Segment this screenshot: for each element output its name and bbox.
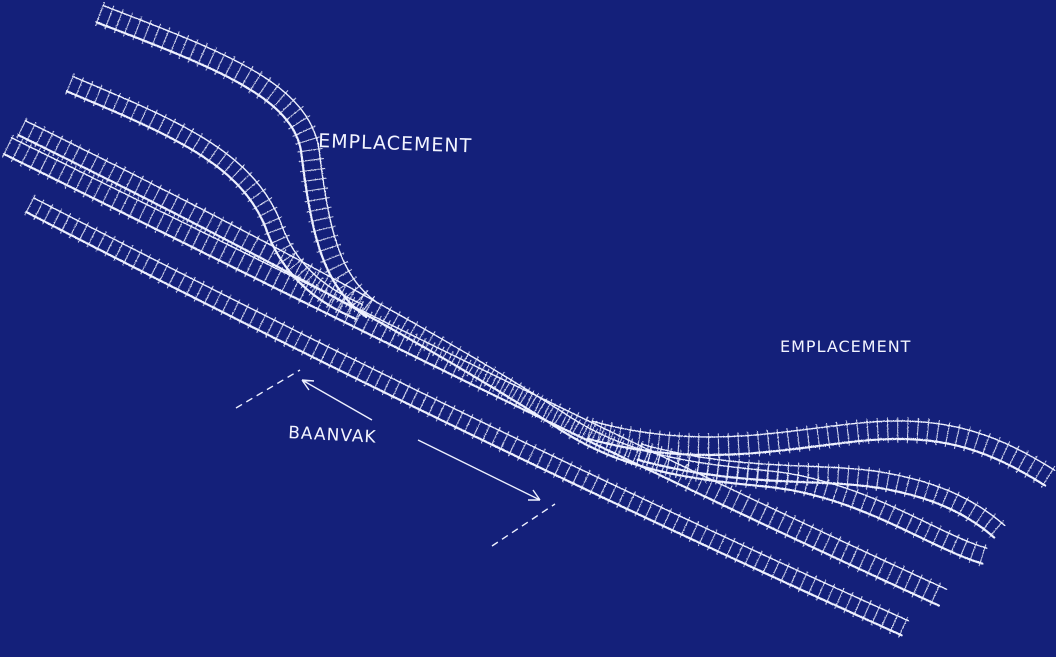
track-yard-top-1 [95,2,378,318]
track-main-2 [24,194,909,638]
label-baanvak: BAANVAK [288,423,377,448]
track-yard-top-2 [65,73,364,323]
rail-line [24,120,988,549]
sleepers [24,194,909,638]
arrow-right-icon [417,439,541,501]
rail-line [2,153,940,607]
dimension-tick-right [491,503,556,547]
sleepers [2,134,942,606]
rail-line [636,458,996,539]
rail-line [591,420,1056,471]
baanvak-dimension [235,369,556,547]
track-through [16,117,988,567]
rail-line [95,21,368,318]
sleepers [586,417,1056,488]
rail-line [641,443,1006,527]
rail-line [25,211,903,637]
track-yard-right-1 [586,417,1056,488]
sleepers [636,440,1004,538]
rail-line [33,197,909,622]
rail-line [586,437,1047,487]
rail-line [102,4,378,303]
arrow-left-icon [301,379,373,421]
label-emplacement-right: EMPLACEMENT [780,337,911,356]
dimension-tick-left [235,369,301,409]
track-main-1 [2,134,948,607]
rail-line [11,137,948,590]
label-emplacement-top: EMPLACEMENT [318,130,473,157]
sleepers [65,73,364,323]
rail-line [17,134,984,565]
track-yard-right-2 [636,440,1006,539]
sleepers [95,2,375,317]
